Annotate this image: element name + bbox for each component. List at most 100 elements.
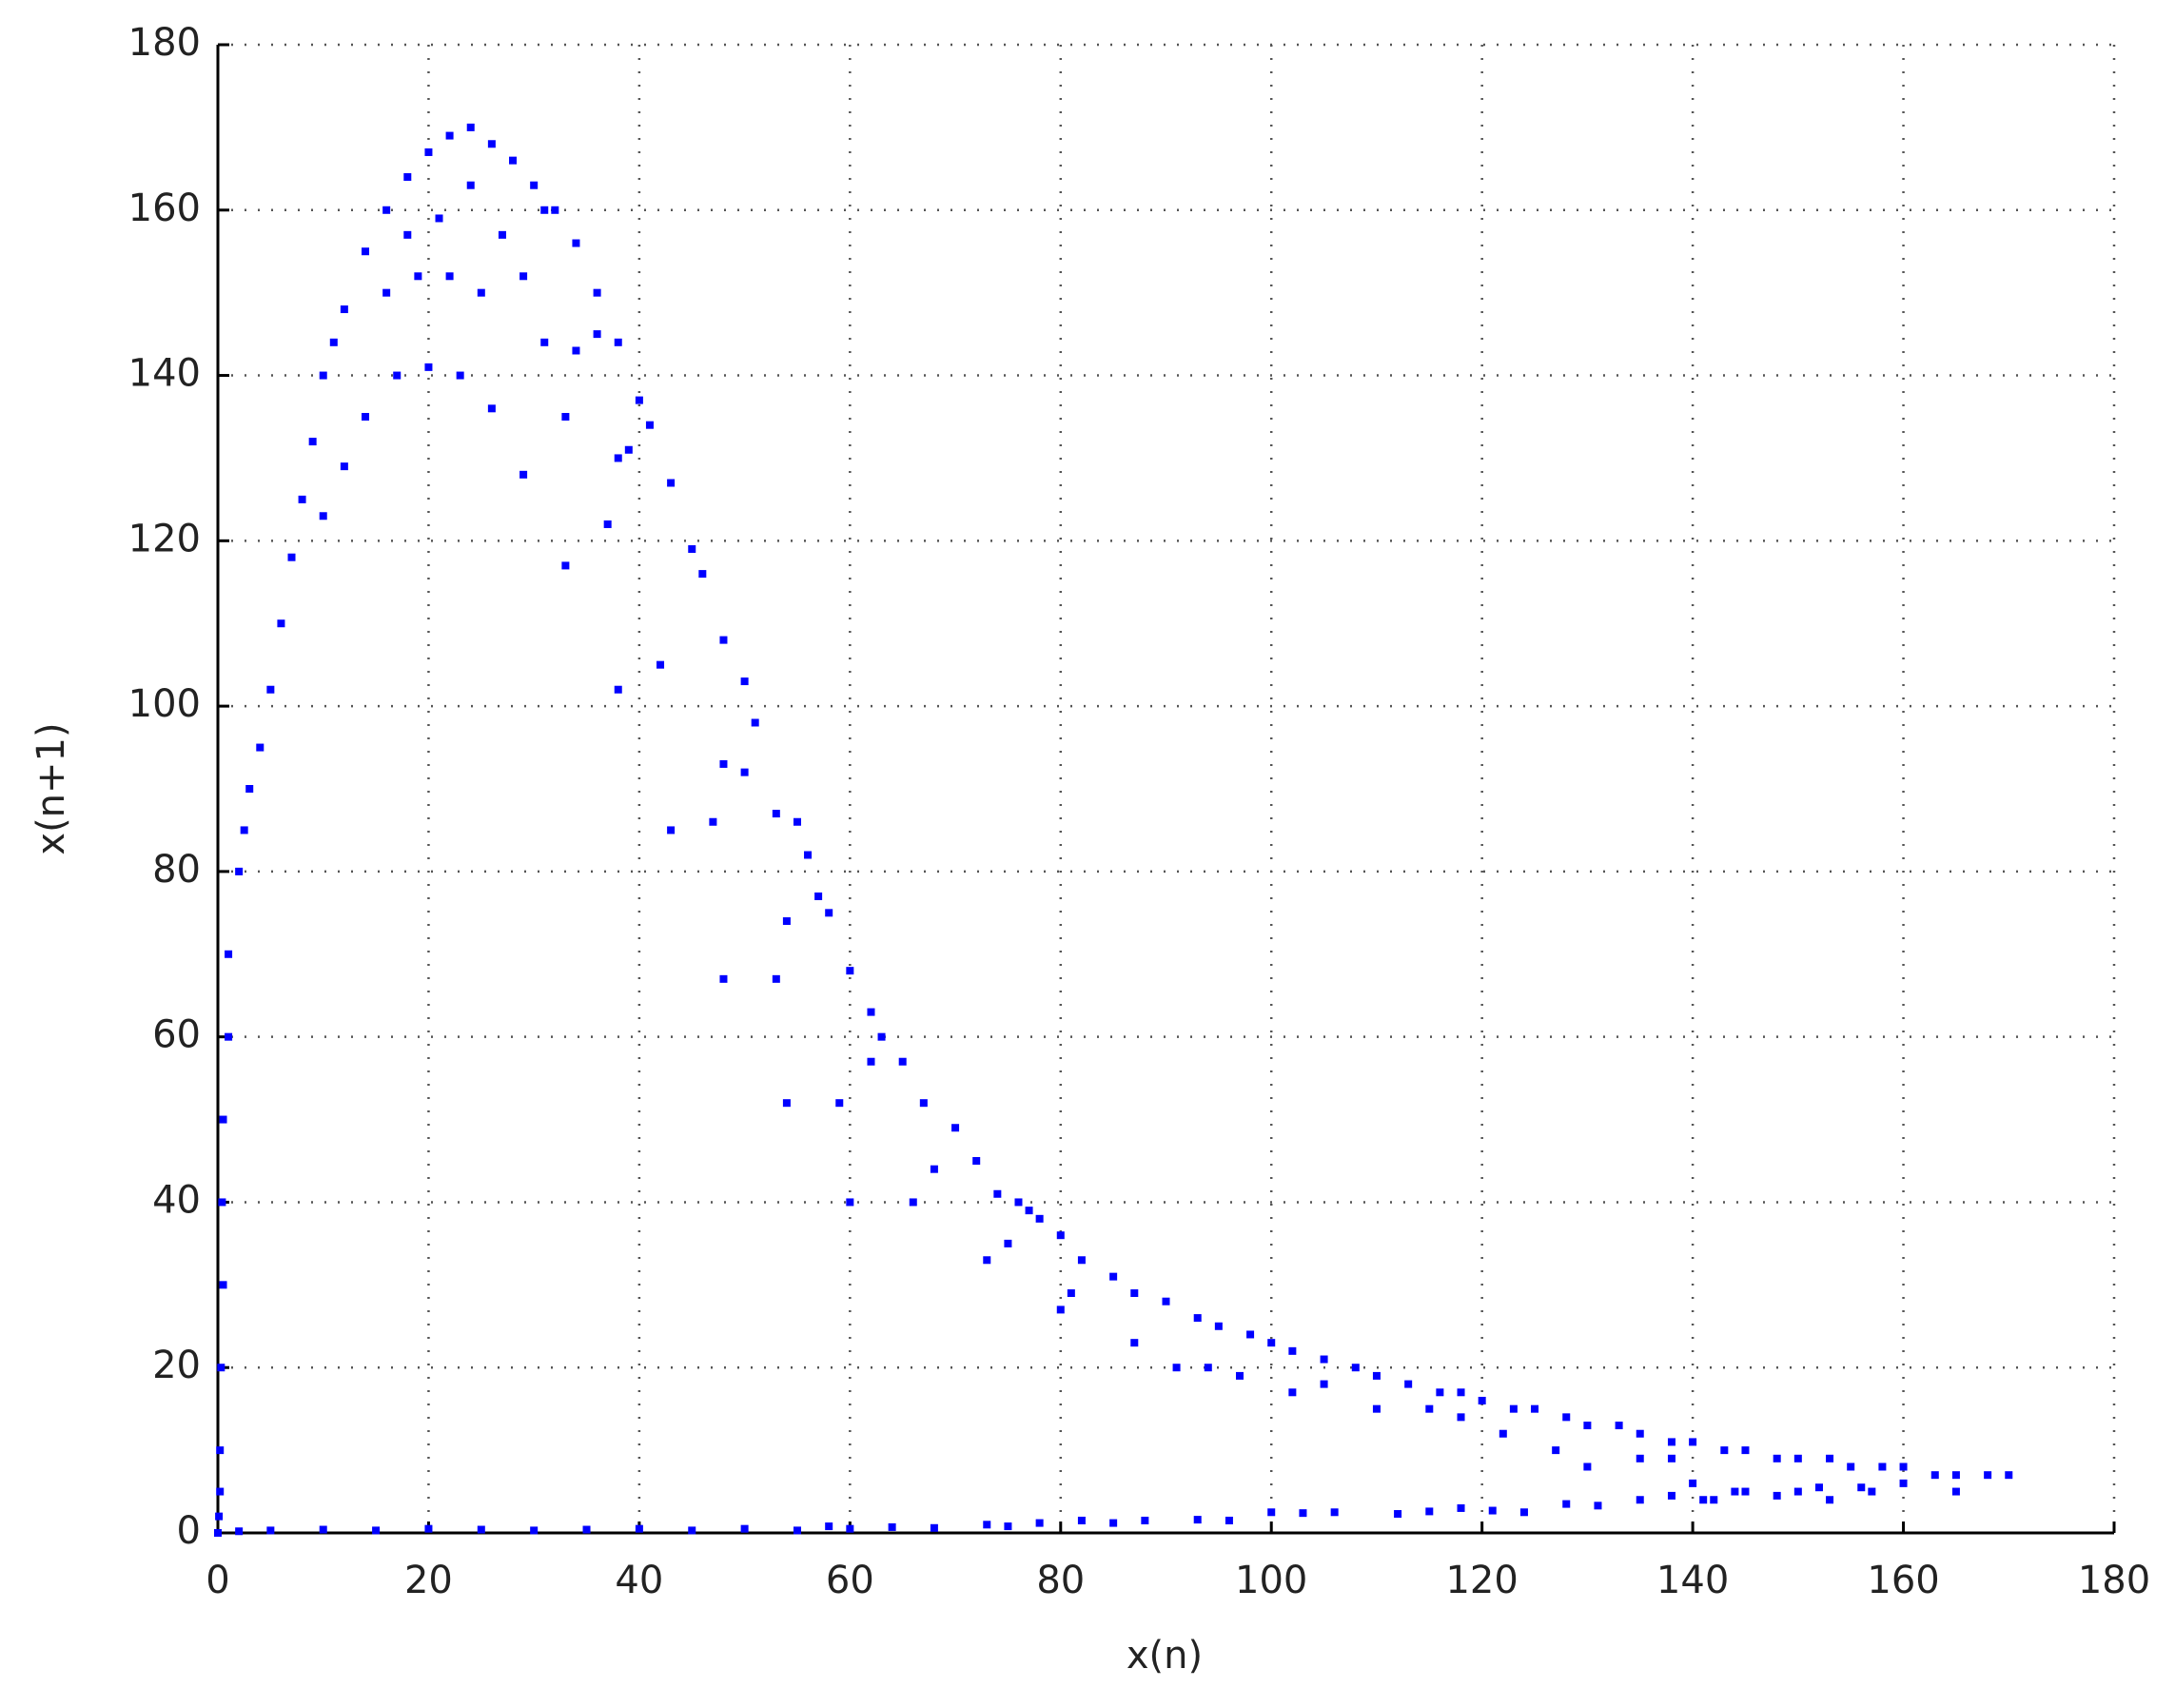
point xyxy=(424,1524,433,1533)
point xyxy=(1615,1422,1623,1430)
point xyxy=(624,445,633,454)
x-tick-label: 0 xyxy=(206,1559,229,1602)
point xyxy=(1984,1471,1992,1480)
point xyxy=(1930,1471,1939,1480)
point xyxy=(319,512,327,520)
point xyxy=(1130,1289,1139,1298)
point xyxy=(1299,1509,1307,1518)
point xyxy=(266,1526,275,1535)
point xyxy=(219,1115,227,1124)
point xyxy=(1899,1463,1908,1471)
point xyxy=(877,1032,886,1041)
point xyxy=(530,1526,539,1535)
point xyxy=(1552,1446,1560,1455)
point xyxy=(751,718,759,727)
point xyxy=(572,346,580,355)
point xyxy=(498,230,506,239)
point xyxy=(245,785,254,793)
point xyxy=(414,272,422,281)
point xyxy=(1793,1487,1802,1496)
point xyxy=(287,553,296,561)
point xyxy=(614,454,622,462)
point xyxy=(277,619,285,628)
point xyxy=(635,396,643,404)
point xyxy=(266,685,275,694)
point xyxy=(308,438,317,446)
point xyxy=(1351,1364,1360,1372)
point xyxy=(1236,1371,1244,1380)
point xyxy=(1457,1388,1465,1397)
point xyxy=(1320,1355,1328,1364)
point xyxy=(1109,1272,1118,1281)
point xyxy=(1499,1429,1507,1438)
point xyxy=(1267,1508,1276,1517)
point xyxy=(1162,1297,1170,1306)
point xyxy=(930,1523,938,1532)
x-tick-label: 160 xyxy=(1867,1559,1939,1602)
point xyxy=(1773,1491,1781,1500)
point xyxy=(1130,1339,1139,1347)
point xyxy=(1636,1454,1644,1463)
point xyxy=(951,1124,960,1132)
point xyxy=(888,1522,896,1531)
point xyxy=(466,123,475,131)
x-tick-label: 20 xyxy=(404,1559,453,1602)
point xyxy=(235,867,244,875)
point xyxy=(867,1008,875,1016)
point xyxy=(1509,1404,1518,1413)
point xyxy=(919,1099,928,1108)
x-tick-label: 100 xyxy=(1235,1559,1307,1602)
point xyxy=(403,173,412,182)
y-tick-label: 180 xyxy=(128,21,201,65)
point xyxy=(1951,1471,1960,1480)
point xyxy=(793,817,801,826)
point xyxy=(572,239,580,247)
point xyxy=(1478,1396,1486,1404)
point xyxy=(1214,1322,1223,1330)
point xyxy=(667,479,676,487)
y-tick-label: 100 xyxy=(128,682,201,726)
point xyxy=(509,156,518,165)
point xyxy=(329,338,338,346)
point xyxy=(1077,1256,1086,1265)
point xyxy=(635,1524,643,1533)
point xyxy=(382,288,391,297)
point xyxy=(1773,1454,1781,1463)
point xyxy=(382,206,391,214)
point xyxy=(1404,1380,1413,1388)
point xyxy=(235,1527,244,1536)
point xyxy=(456,371,464,380)
point xyxy=(1741,1446,1750,1455)
point xyxy=(972,1157,981,1165)
point xyxy=(424,147,433,156)
point xyxy=(240,826,248,834)
point xyxy=(1531,1404,1539,1413)
point xyxy=(1457,1503,1465,1512)
point xyxy=(656,660,665,669)
point xyxy=(1868,1487,1876,1496)
point xyxy=(519,272,528,281)
point xyxy=(1004,1522,1012,1531)
point xyxy=(487,140,496,148)
point xyxy=(1172,1364,1181,1372)
point xyxy=(1667,1454,1675,1463)
point xyxy=(1056,1306,1065,1314)
point xyxy=(825,909,833,917)
point xyxy=(1193,1516,1202,1524)
point xyxy=(1014,1198,1023,1207)
point xyxy=(709,817,717,826)
point xyxy=(983,1256,991,1265)
point xyxy=(1436,1388,1444,1397)
y-axis-label: x(n+1) xyxy=(29,722,73,854)
point xyxy=(983,1521,991,1529)
point xyxy=(772,810,780,818)
point xyxy=(593,330,601,339)
point xyxy=(930,1165,938,1173)
y-tick-label: 0 xyxy=(177,1509,201,1553)
point xyxy=(1204,1364,1212,1372)
point xyxy=(772,974,780,983)
point xyxy=(561,413,570,421)
y-tick-label: 40 xyxy=(152,1178,201,1222)
point xyxy=(782,917,791,926)
x-tick-label: 40 xyxy=(615,1559,663,1602)
